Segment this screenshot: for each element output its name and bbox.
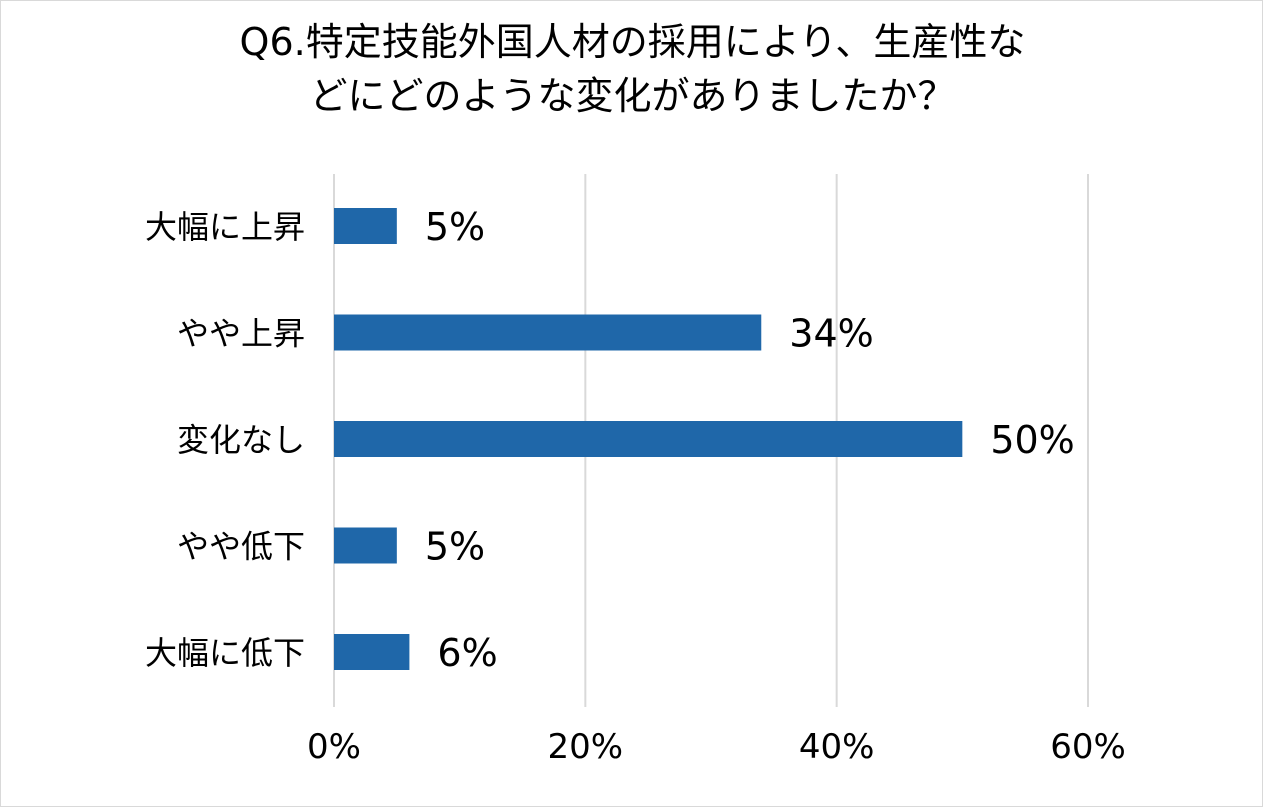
data-label: 34% [789,312,873,356]
bar [334,208,397,244]
x-tick-label: 0% [307,727,361,767]
x-tick-label: 20% [548,727,624,767]
category-label: やや上昇 [177,315,305,353]
category-label: 変化なし [177,421,305,459]
bar [334,527,397,564]
category-label: 大幅に低下 [145,634,305,672]
data-label: 5% [425,525,485,569]
x-tick-label: 40% [799,727,875,767]
data-label: 5% [425,205,485,249]
bars [334,208,963,670]
category-label: 大幅に上昇 [145,208,305,246]
x-tick-label: 60% [1050,727,1126,767]
chart-title: Q6.特定技能外国人材の採用により、生産性な どにどのような変化がありましたか？ [1,15,1263,123]
data-label: 50% [990,418,1074,462]
bar [334,314,762,351]
category-label: やや低下 [177,528,305,566]
bar [334,634,410,670]
bar [334,421,963,457]
labels: 0% 20% 40% 60% 大幅に上昇 5% やや上昇 34% 変化なし 50% やや低下 5% 大幅… [145,205,1126,767]
chart-title-line-1: Q6.特定技能外国人材の採用により、生産性な [239,20,1026,64]
chart-title-line-2: どにどのような変化がありましたか？ [309,74,956,118]
data-label: 6% [437,631,497,675]
